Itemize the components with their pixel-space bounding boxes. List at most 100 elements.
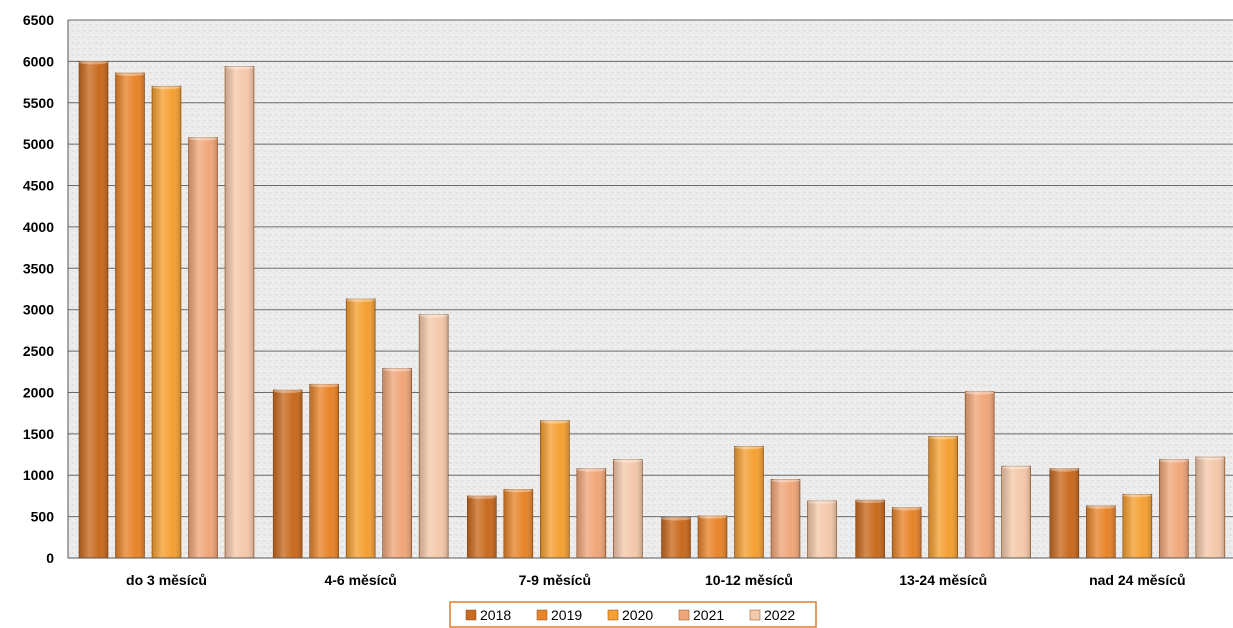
bar xyxy=(224,65,255,559)
legend-label: 2022 xyxy=(764,607,795,623)
bar-shading xyxy=(576,468,606,558)
bar-shading xyxy=(419,314,449,558)
legend-item: 2021 xyxy=(678,607,724,623)
bar-shading xyxy=(152,86,181,558)
bar-top xyxy=(152,85,181,90)
bar-shading xyxy=(698,515,727,558)
legend-label: 2021 xyxy=(693,607,724,623)
bar-shading xyxy=(79,61,108,559)
bar-shading xyxy=(734,446,764,558)
bar-shading xyxy=(382,368,412,558)
legend: 2018 2019 2020 2021 2022 xyxy=(449,601,817,628)
gridlines xyxy=(68,19,1233,518)
y-tick-label: 4500 xyxy=(23,178,54,194)
bar xyxy=(1122,493,1153,559)
x-axis-category-labels: do 3 měsíců 4-6 měsíců 7-9 měsíců 10-12 měs… xyxy=(126,572,1186,588)
bar-top xyxy=(965,390,995,395)
bar xyxy=(151,85,182,559)
bar-top xyxy=(1001,465,1031,470)
y-tick-label: 3000 xyxy=(23,302,54,318)
legend-label: 2020 xyxy=(622,607,653,623)
bar xyxy=(770,478,801,559)
legend-swatch xyxy=(749,609,761,621)
legend-swatch xyxy=(678,609,690,621)
x-category-label: 7-9 měsíců xyxy=(519,572,591,588)
bar xyxy=(418,313,449,559)
y-tick-label: 2000 xyxy=(23,384,54,400)
x-category-label: 4-6 měsíců xyxy=(324,572,396,588)
legend-item: 2019 xyxy=(536,607,582,623)
bar xyxy=(855,499,885,559)
bar-top xyxy=(1049,467,1079,472)
bar-top xyxy=(892,506,922,511)
bar xyxy=(540,419,570,559)
bar xyxy=(382,367,412,559)
bar-top xyxy=(225,65,254,70)
x-category-label: 10-12 měsíců xyxy=(705,572,793,588)
bar xyxy=(807,499,837,559)
legend-swatch xyxy=(607,609,619,621)
bar-top xyxy=(115,71,145,76)
bar-shading xyxy=(309,384,339,558)
bar-top xyxy=(346,297,376,302)
bar-shading xyxy=(1049,468,1079,558)
bar-shading xyxy=(225,66,254,558)
bar-shading xyxy=(346,298,376,558)
y-tick-label: 1000 xyxy=(23,467,54,483)
bar xyxy=(309,383,339,559)
bar xyxy=(1195,456,1226,559)
legend-item: 2022 xyxy=(749,607,795,623)
bar-top xyxy=(734,445,764,450)
bar xyxy=(734,445,764,559)
bar xyxy=(613,458,643,559)
bar-shading xyxy=(613,459,643,558)
bar xyxy=(272,388,303,559)
plot-area-background xyxy=(68,20,1233,558)
bar-shading xyxy=(1122,494,1152,558)
bar xyxy=(891,506,922,559)
y-tick-label: 6500 xyxy=(23,12,54,28)
bar-shading xyxy=(503,489,533,558)
bar-top xyxy=(188,136,218,141)
bar-top xyxy=(309,383,339,388)
bar-top xyxy=(419,313,449,318)
bar-top xyxy=(855,499,885,504)
bar-shading xyxy=(188,137,218,559)
bar xyxy=(928,435,958,559)
bar xyxy=(964,390,995,559)
bar xyxy=(78,60,109,559)
bar xyxy=(188,136,218,559)
y-tick-label: 3500 xyxy=(23,260,54,276)
bar-top xyxy=(1159,458,1189,463)
bar-top xyxy=(503,488,533,493)
bar-shading xyxy=(892,507,922,558)
bar xyxy=(576,467,607,559)
bar-top xyxy=(1086,504,1116,509)
bar-top xyxy=(613,458,643,463)
bars xyxy=(78,60,1226,559)
bar-top xyxy=(771,478,800,483)
bar xyxy=(1001,465,1031,559)
bar xyxy=(697,514,728,559)
axes xyxy=(67,20,1233,559)
y-tick-label: 0 xyxy=(46,550,54,566)
bar-top xyxy=(467,494,497,499)
bar-top xyxy=(1122,493,1152,498)
bar-shading xyxy=(661,517,691,558)
legend-swatch xyxy=(536,609,548,621)
y-tick-label: 2500 xyxy=(23,343,54,359)
bar-top xyxy=(273,388,303,393)
y-tick-label: 500 xyxy=(31,509,55,525)
y-tick-label: 5000 xyxy=(23,136,54,152)
y-tick-label: 1500 xyxy=(23,426,54,442)
bar-top xyxy=(807,499,837,504)
bar-top xyxy=(698,514,727,519)
x-category-label: 13-24 měsíců xyxy=(899,572,987,588)
bar xyxy=(1086,504,1116,559)
bar xyxy=(661,516,691,559)
bar-shading xyxy=(540,420,570,558)
y-axis-tick-labels: 0 500 1000 1500 2000 2500 3000 3500 4000 4500 5000… xyxy=(23,12,54,566)
bar-shading xyxy=(1001,466,1031,558)
bar-top xyxy=(928,435,958,440)
